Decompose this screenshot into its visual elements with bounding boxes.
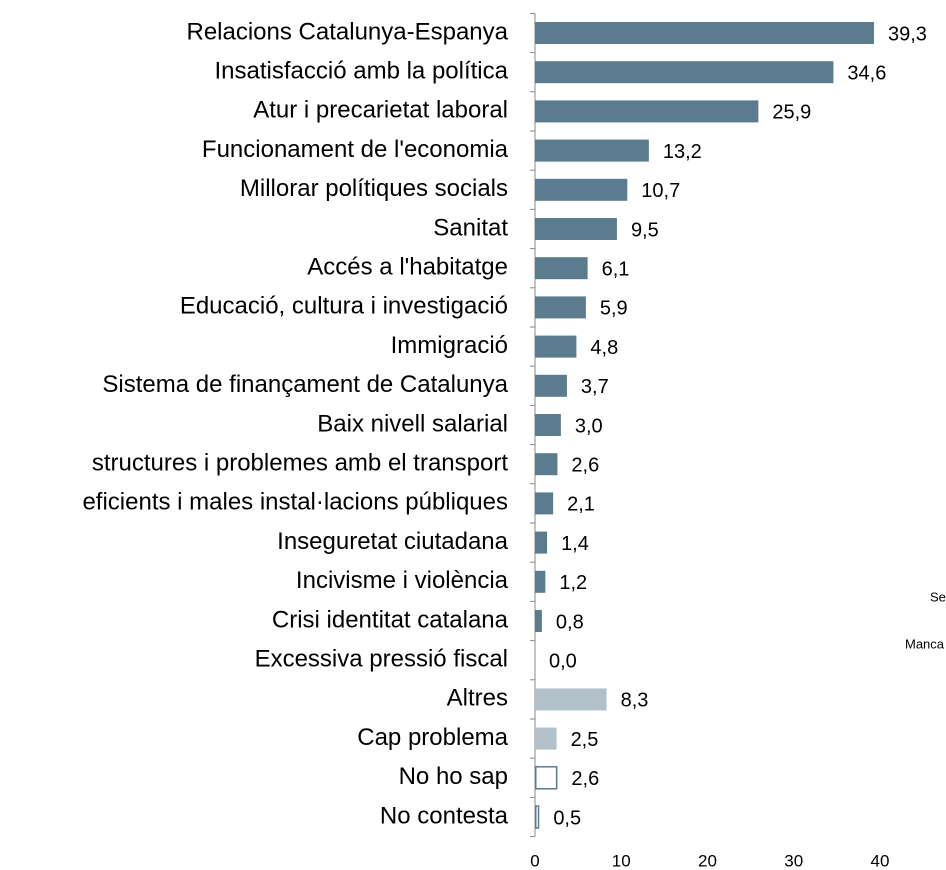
value-label: 10,7	[641, 180, 680, 202]
category-label: Excessiva pressió fiscal	[255, 646, 508, 673]
x-tick-label: 20	[698, 851, 717, 870]
category-label: Baix nivell salarial	[317, 410, 508, 437]
value-label: 0,8	[556, 611, 584, 633]
bar	[535, 335, 577, 358]
category-label: Relacions Catalunya-Espanya	[186, 18, 508, 45]
value-label: 2,6	[571, 768, 599, 790]
bar	[535, 296, 586, 319]
category-label: No contesta	[380, 802, 509, 829]
bar	[535, 766, 558, 790]
bar	[535, 218, 617, 240]
x-tick-label: 0	[530, 851, 539, 870]
value-label: 3,7	[581, 376, 609, 398]
bar	[535, 100, 759, 123]
value-label: 0,0	[549, 650, 577, 672]
value-label: 9,5	[631, 219, 659, 241]
bar	[535, 178, 628, 201]
category-label: Cap problema	[357, 724, 508, 751]
category-label: Accés a l'habitatge	[307, 254, 508, 281]
category-label: structures i problemes amb el transport	[92, 450, 509, 477]
bar	[535, 453, 558, 476]
x-tick-label: 30	[784, 851, 803, 870]
x-tick-label: 10	[612, 851, 631, 870]
bar	[535, 531, 548, 554]
category-label: eficients i males instal·lacions públiqu…	[82, 489, 508, 516]
value-label: 39,3	[888, 23, 927, 45]
category-label: Educació, cultura i investigació	[180, 293, 508, 320]
value-label: 1,2	[559, 572, 587, 594]
bar	[535, 22, 874, 44]
category-label: Millorar polítiques socials	[240, 175, 508, 202]
category-label: Immigració	[391, 332, 508, 359]
value-label: 4,8	[590, 337, 618, 359]
value-label: 25,9	[772, 102, 811, 124]
annotation: Manca	[905, 636, 945, 651]
value-label: 6,1	[602, 258, 630, 280]
bar	[535, 61, 834, 84]
value-label: 34,6	[847, 62, 886, 84]
bar	[535, 374, 567, 397]
value-label: 8,3	[621, 690, 649, 712]
category-label: Atur i precarietat laboral	[253, 97, 508, 124]
category-label: Altres	[447, 685, 508, 712]
value-label: 1,4	[561, 533, 589, 555]
bar	[535, 570, 546, 593]
annotation: Se	[930, 589, 946, 604]
bar	[535, 257, 588, 280]
value-label: 5,9	[600, 298, 628, 320]
category-label: Sistema de finançament de Catalunya	[102, 371, 508, 398]
category-label: Insatisfacció amb la política	[215, 58, 509, 85]
value-label: 2,1	[567, 494, 595, 516]
bar	[535, 727, 557, 750]
category-label: Incivisme i violència	[296, 567, 509, 594]
value-label: 0,5	[553, 807, 581, 829]
bar	[535, 805, 540, 829]
category-label: Funcionament de l'economia	[202, 136, 509, 163]
value-label: 3,0	[575, 415, 603, 437]
x-tick-label: 40	[871, 851, 890, 870]
category-label: Sanitat	[433, 214, 508, 241]
value-label: 13,2	[663, 141, 702, 163]
bar	[535, 688, 607, 711]
bar	[535, 492, 554, 515]
bar	[535, 610, 542, 632]
category-label: Inseguretat ciutadana	[277, 528, 508, 555]
bar	[535, 414, 561, 436]
bar	[535, 139, 649, 162]
category-label: No ho sap	[399, 763, 508, 790]
value-label: 2,5	[571, 729, 599, 751]
category-label: Crisi identitat catalana	[272, 606, 509, 633]
value-label: 2,6	[571, 454, 599, 476]
